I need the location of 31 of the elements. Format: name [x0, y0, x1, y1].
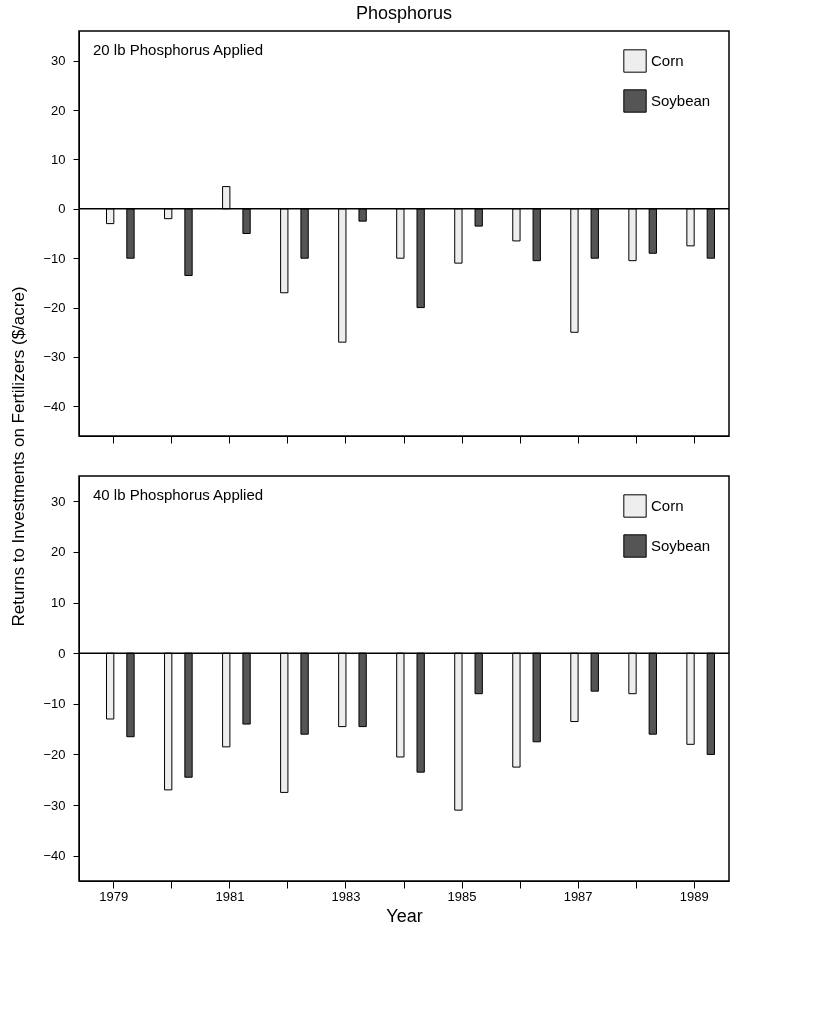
y-tick-label: −20 — [43, 746, 66, 762]
legend-label: Soybean — [651, 537, 711, 554]
y-tick-label: −40 — [43, 398, 66, 414]
x-axis-title: Year — [386, 905, 423, 926]
y-tick-label: 30 — [51, 493, 66, 509]
y-tick-label: 10 — [51, 151, 66, 167]
y-tick-label: −10 — [43, 250, 66, 266]
chart-title: Phosphorus — [355, 3, 453, 23]
y-tick-label: −20 — [43, 300, 66, 316]
x-tick-label: 1983 — [331, 888, 361, 904]
legend-label: Corn — [651, 497, 684, 514]
x-tick-label: 1987 — [563, 888, 593, 904]
y-axis-title: Returns to Investments on Fertilizers ($/acre) — [8, 286, 28, 627]
x-tick-label: 1981 — [215, 888, 245, 904]
y-tick-label: −40 — [43, 848, 66, 864]
y-tick-label: −30 — [43, 349, 66, 365]
x-tick-label: 1979 — [99, 888, 129, 904]
legend-label: Corn — [651, 52, 684, 69]
y-tick-label: 0 — [58, 201, 66, 217]
y-tick-label: 30 — [51, 53, 66, 69]
x-tick-label: 1985 — [447, 888, 477, 904]
y-tick-label: 20 — [51, 102, 66, 118]
y-tick-label: 20 — [51, 544, 66, 560]
x-tick-label: 1989 — [679, 888, 709, 904]
legend-label: Soybean — [651, 92, 711, 109]
y-tick-label: −30 — [43, 797, 66, 813]
y-tick-label: 0 — [58, 645, 66, 661]
y-tick-label: 10 — [51, 595, 66, 611]
annotation: 40 lb Phosphorus Applied — [93, 486, 264, 503]
y-tick-label: −10 — [43, 696, 66, 712]
annotation: 20 lb Phosphorus Applied — [93, 41, 264, 58]
